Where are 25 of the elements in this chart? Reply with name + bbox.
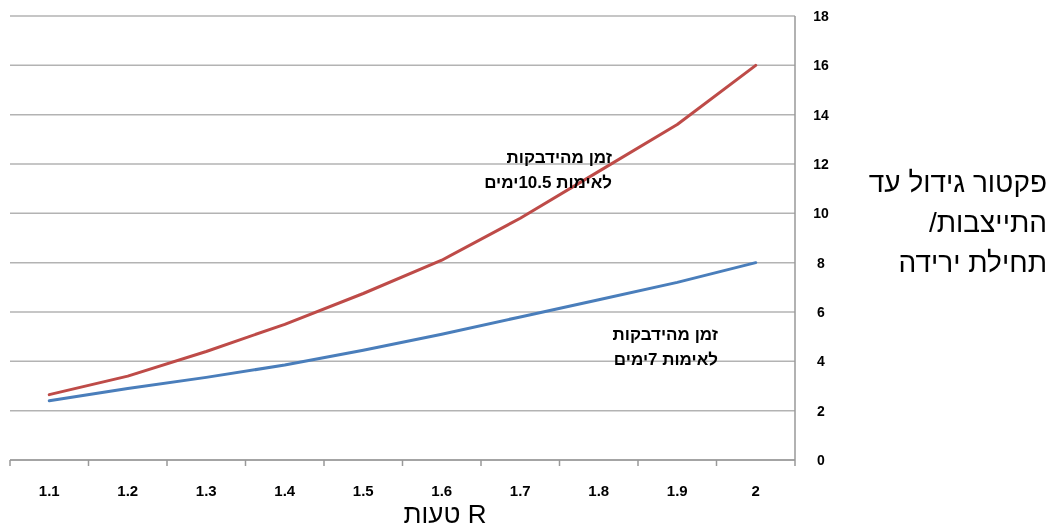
- y-tick-label: 4: [817, 353, 826, 370]
- line-series: [47, 63, 758, 397]
- x-tick-label: 1.3: [195, 482, 217, 499]
- x-tick-label: 1.5: [352, 482, 374, 499]
- x-axis-title: R טעות: [402, 499, 488, 529]
- x-tick-label: 1.9: [666, 482, 688, 499]
- y-tick-label: 6: [817, 304, 826, 320]
- series-label: זמן מהידבקות לאימות 7ימים: [611, 324, 718, 371]
- y-tick-label: 8: [817, 254, 826, 271]
- y-axis-title: פקטור גידול עד התייצבות/ תחילת ירידה: [867, 166, 1047, 280]
- y-tick-label: 16: [813, 57, 829, 74]
- y-tick-label: 10: [813, 205, 829, 222]
- x-tick-label: 1.6: [431, 482, 453, 499]
- x-tick-label: 2: [751, 482, 760, 499]
- y-tick-label: 2: [817, 402, 826, 419]
- x-tick-label: 1.2: [117, 482, 139, 499]
- y-tick-label: 18: [813, 8, 829, 24]
- y-tick-label: 14: [813, 106, 829, 123]
- x-tick-label: 1.8: [588, 482, 610, 499]
- x-tick-label: 1.4: [274, 482, 296, 499]
- x-tick-label: 1.7: [509, 482, 531, 499]
- x-tick-label: 1.1: [38, 482, 60, 499]
- line-series: [47, 261, 758, 403]
- y-tick-label: 12: [813, 156, 829, 172]
- y-tick-label: 0: [817, 452, 826, 468]
